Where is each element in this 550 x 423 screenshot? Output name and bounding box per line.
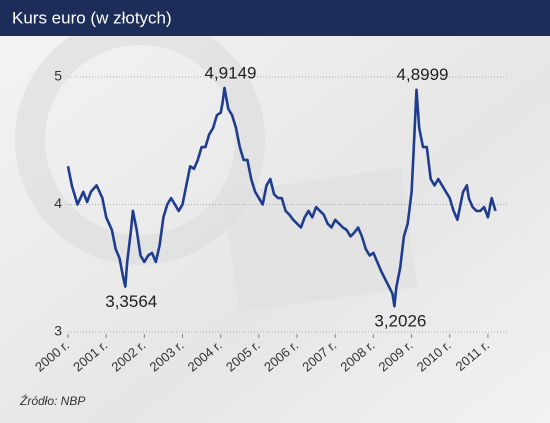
- annotation: 3,3564: [105, 292, 157, 311]
- annotation: 4,8999: [397, 65, 449, 84]
- chart-title: Kurs euro (w złotych): [12, 8, 172, 27]
- y-tick-label: 5: [54, 68, 62, 84]
- annotation: 3,2026: [374, 312, 426, 331]
- y-tick-label: 4: [54, 195, 62, 211]
- series-line: [66, 86, 497, 308]
- y-tick-label: 3: [54, 323, 62, 339]
- source: Źródło: NBP: [19, 393, 85, 408]
- title-bar: [0, 0, 550, 36]
- decoration: [222, 168, 418, 312]
- annotation: 4,9149: [205, 63, 257, 82]
